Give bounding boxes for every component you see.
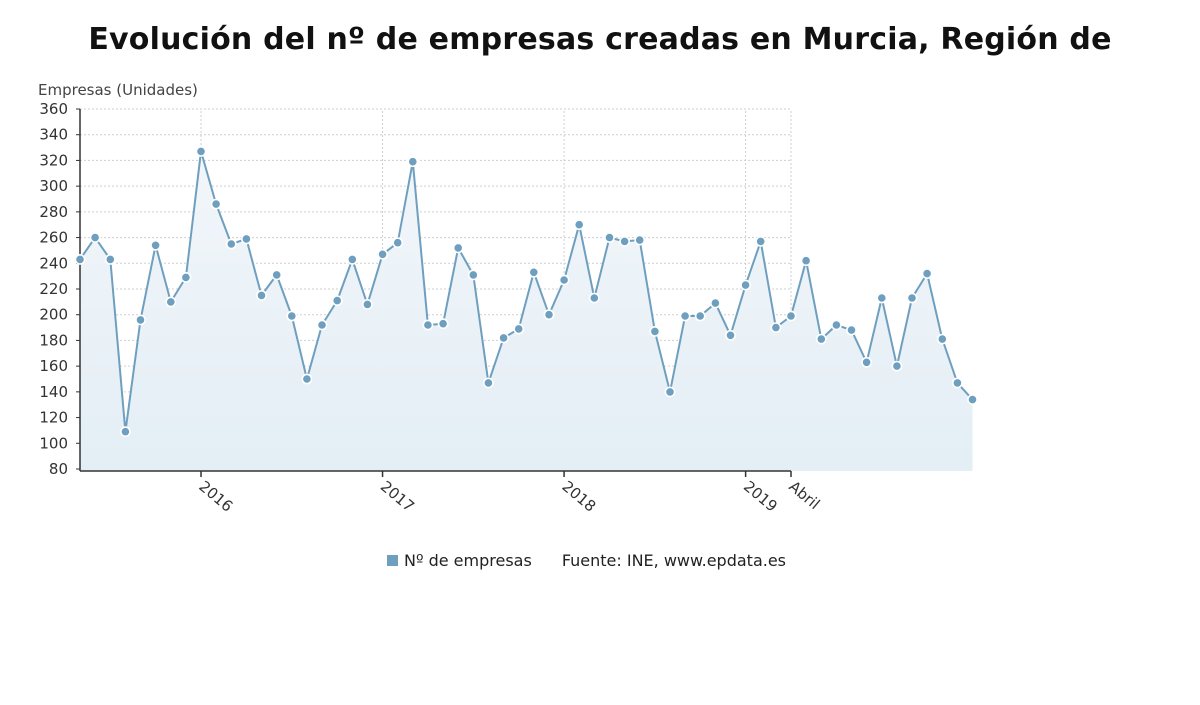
data-point <box>528 266 540 278</box>
data-point <box>135 314 146 326</box>
data-point <box>543 309 555 321</box>
data-point <box>861 356 872 368</box>
data-point <box>891 360 903 372</box>
data-point <box>195 145 207 157</box>
data-point <box>301 373 313 385</box>
data-point <box>407 156 419 168</box>
data-point <box>558 274 570 286</box>
y-tick-label: 180 <box>39 331 68 349</box>
data-point <box>240 233 252 245</box>
x-tick-label: Abril <box>785 477 823 513</box>
data-point <box>361 298 373 310</box>
data-point <box>725 329 736 341</box>
chart-title: Evolución del nº de empresas creadas en … <box>88 22 1112 57</box>
y-axis-label: Empresas (Unidades) <box>38 81 198 99</box>
y-tick-label: 120 <box>39 409 68 427</box>
data-point <box>710 297 721 309</box>
data-point <box>180 271 192 283</box>
data-point <box>740 279 751 291</box>
data-point <box>967 394 978 405</box>
data-point <box>634 234 646 246</box>
data-point <box>800 255 812 267</box>
data-point <box>785 310 797 322</box>
data-point <box>377 248 388 260</box>
y-tick-label: 220 <box>39 280 68 298</box>
data-point <box>770 322 782 333</box>
data-point <box>906 292 918 304</box>
data-point <box>150 239 161 251</box>
data-point <box>74 253 86 265</box>
y-tick-label: 80 <box>49 460 68 478</box>
y-tick-label: 260 <box>39 229 68 247</box>
data-point <box>482 377 494 389</box>
y-tick-label: 320 <box>39 151 68 169</box>
data-point <box>679 310 691 322</box>
data-point <box>846 324 857 336</box>
data-point <box>604 232 615 243</box>
data-point <box>316 319 328 331</box>
data-point <box>104 253 116 265</box>
axes <box>79 109 791 472</box>
data-point <box>422 319 434 331</box>
line-chart: Empresas (Unidades) 80 100 120 140 160 180 200… <box>38 81 978 516</box>
data-point <box>256 289 267 301</box>
x-tick-label: 2018 <box>559 477 600 515</box>
data-point <box>876 292 888 304</box>
data-point <box>513 323 525 335</box>
data-point <box>619 235 630 247</box>
data-point <box>286 310 298 322</box>
source-note: Fuente: INE, www.epdata.es <box>561 551 787 570</box>
data-point <box>120 426 131 438</box>
data-point <box>346 253 358 265</box>
data-point <box>952 377 963 389</box>
data-point <box>664 386 676 398</box>
y-tick-label: 140 <box>39 383 68 401</box>
x-tick-label: 2017 <box>377 477 418 515</box>
legend-series-label: Nº de empresas <box>404 551 532 570</box>
data-point <box>437 318 449 330</box>
legend: Nº de empresas Fuente: INE, www.epdata.es <box>387 551 786 571</box>
y-tick-label: 280 <box>39 203 68 221</box>
data-points <box>74 145 978 438</box>
legend-swatch <box>387 555 398 566</box>
data-point <box>694 310 706 322</box>
data-point <box>936 333 948 345</box>
y-tick-label: 160 <box>39 357 68 375</box>
data-point <box>467 269 479 281</box>
data-point <box>331 295 343 306</box>
data-point <box>165 296 177 308</box>
y-tick-label: 100 <box>39 434 68 452</box>
data-point <box>649 325 661 337</box>
y-tick-label: 200 <box>39 306 68 324</box>
data-point <box>89 232 101 243</box>
x-tick-label: 2016 <box>195 477 236 515</box>
y-tick-label: 360 <box>39 100 68 118</box>
data-point <box>588 292 600 304</box>
data-point <box>210 198 222 210</box>
y-tick-labels: 80 100 120 140 160 180 200 220 240 260 280 300 320 34… <box>39 100 68 478</box>
data-point <box>831 319 842 331</box>
data-point <box>271 269 283 281</box>
data-point <box>921 268 933 279</box>
x-tick-labels: 2016 2017 2018 2019 Abril <box>195 471 823 516</box>
y-tick-label: 300 <box>39 177 68 195</box>
data-point <box>498 332 509 344</box>
y-tick-label: 240 <box>39 254 68 272</box>
x-tick-label: 2019 <box>740 477 781 515</box>
data-point <box>452 242 464 254</box>
data-point <box>815 333 827 345</box>
y-tick-label: 340 <box>39 126 68 144</box>
data-point <box>225 238 237 250</box>
data-point <box>573 219 585 231</box>
data-point <box>755 235 767 247</box>
area-fill <box>80 151 973 471</box>
data-point <box>392 237 404 249</box>
